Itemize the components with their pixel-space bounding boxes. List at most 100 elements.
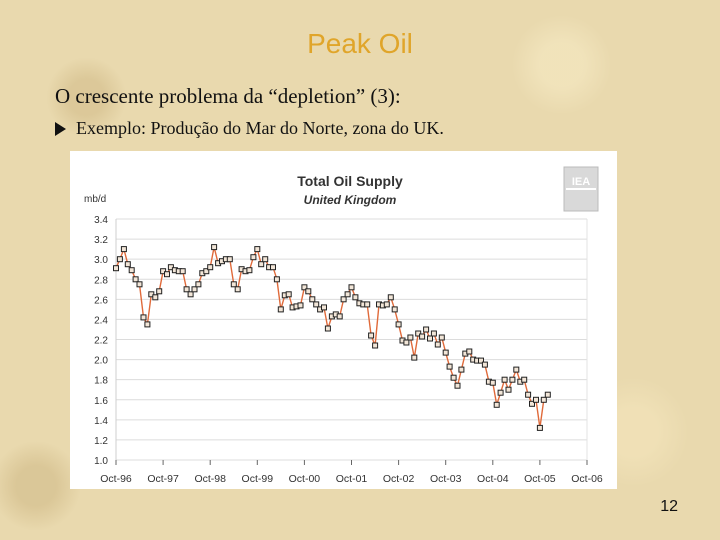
y-tick-label: 1.0	[94, 456, 108, 467]
data-point	[254, 246, 261, 253]
data-point	[521, 376, 528, 383]
x-tick-label: Oct-98	[194, 473, 226, 485]
x-tick-label: Oct-04	[477, 473, 509, 485]
data-point	[262, 256, 269, 263]
data-point	[501, 376, 508, 383]
bullet-item: Exemplo: Produção do Mar do Norte, zona …	[55, 118, 444, 139]
data-point	[191, 286, 198, 293]
data-point	[419, 333, 426, 340]
data-point	[340, 296, 347, 303]
data-point	[478, 357, 484, 364]
data-point	[313, 301, 320, 308]
y-axis-label: mb/d	[84, 194, 106, 205]
data-point	[324, 325, 331, 332]
data-point	[427, 335, 433, 342]
data-point	[540, 396, 547, 403]
data-point	[395, 321, 402, 328]
x-tick-label: Oct-96	[100, 473, 132, 485]
page-number: 12	[660, 498, 678, 515]
logo-text: IEA	[572, 176, 590, 188]
y-tick-label: 2.8	[94, 275, 108, 286]
data-point	[450, 374, 457, 381]
data-point	[544, 391, 551, 398]
data-point	[434, 341, 441, 348]
data-point	[301, 284, 308, 291]
y-tick-label: 1.2	[94, 436, 108, 447]
data-point	[230, 281, 237, 288]
data-point	[136, 281, 143, 288]
data-point	[442, 349, 449, 356]
data-point	[258, 261, 265, 268]
data-point	[183, 286, 190, 293]
data-point	[226, 256, 233, 263]
x-tick-label: Oct-99	[242, 473, 274, 485]
data-point	[466, 348, 473, 355]
y-tick-label: 2.6	[94, 295, 108, 306]
data-point	[536, 424, 543, 431]
data-point	[211, 244, 218, 251]
x-tick-label: Oct-05	[524, 473, 556, 485]
slide-title: Peak Oil	[307, 28, 413, 59]
x-tick-label: Oct-00	[289, 473, 321, 485]
data-point	[525, 391, 532, 398]
arrow-bullet-icon	[55, 121, 66, 136]
data-point	[529, 400, 535, 407]
data-point	[113, 265, 119, 272]
data-point	[250, 254, 257, 261]
data-point	[144, 321, 151, 328]
data-point	[277, 306, 284, 313]
x-tick-label: Oct-01	[336, 473, 368, 485]
data-point	[207, 264, 214, 271]
data-point	[438, 334, 445, 341]
data-point	[140, 314, 147, 321]
data-point	[297, 302, 304, 309]
data-point	[364, 301, 371, 308]
data-point	[273, 276, 280, 283]
data-point	[458, 366, 465, 373]
data-point	[368, 332, 375, 339]
y-tick-label: 2.2	[94, 336, 108, 347]
data-point	[148, 291, 155, 298]
data-point	[285, 291, 292, 298]
x-tick-label: Oct-06	[571, 473, 603, 485]
data-point	[383, 301, 390, 308]
data-point	[246, 267, 253, 274]
data-point	[489, 379, 496, 386]
data-point	[203, 268, 210, 275]
data-point	[446, 363, 453, 370]
data-point	[195, 281, 202, 288]
data-point	[128, 267, 135, 274]
data-point	[321, 304, 327, 311]
y-tick-label: 3.0	[94, 255, 108, 266]
data-point	[234, 286, 241, 293]
chart-container: Total Oil Supply United Kingdom mb/d IEA…	[70, 151, 617, 489]
data-point	[132, 276, 139, 283]
oil-supply-chart: Total Oil Supply United Kingdom mb/d IEA…	[84, 166, 603, 485]
data-point	[403, 339, 410, 346]
data-point	[270, 264, 276, 271]
data-point	[387, 294, 394, 301]
data-point	[116, 256, 123, 263]
data-point	[336, 313, 343, 320]
data-point	[352, 294, 359, 301]
bullet-text: Exemplo: Produção do Mar do Norte, zona …	[76, 118, 444, 138]
data-point	[513, 366, 520, 373]
data-point	[344, 291, 351, 298]
data-point	[493, 401, 500, 408]
data-point	[407, 334, 414, 341]
y-tick-label: 3.4	[94, 215, 108, 226]
x-tick-label: Oct-02	[383, 473, 415, 485]
data-point	[509, 376, 516, 383]
data-point	[481, 361, 488, 368]
data-point	[505, 386, 512, 393]
y-tick-label: 2.4	[94, 315, 108, 326]
data-point	[309, 296, 316, 303]
data-point	[454, 382, 461, 389]
data-point	[497, 389, 504, 396]
y-tick-label: 1.4	[94, 416, 108, 427]
series-line	[115, 246, 549, 428]
data-point	[411, 354, 418, 361]
data-point	[348, 284, 355, 291]
data-point	[179, 268, 186, 275]
data-point	[533, 396, 539, 403]
